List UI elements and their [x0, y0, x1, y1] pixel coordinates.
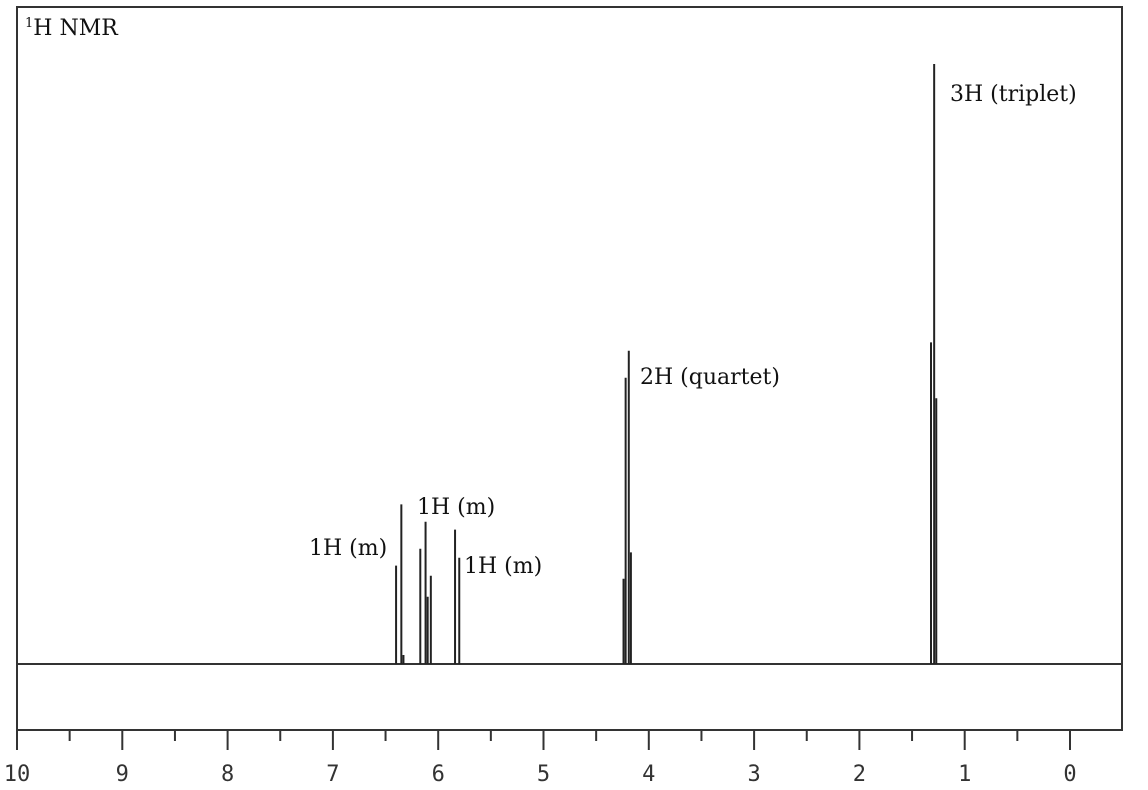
- x-tick-label: 7: [326, 762, 339, 787]
- spectrum-peaks: [395, 64, 938, 664]
- x-tick-label: 2: [853, 762, 866, 787]
- title-superscript: 1: [25, 16, 33, 31]
- x-tick-label: 0: [1063, 762, 1076, 787]
- annotation-triplet: 3H (triplet): [950, 82, 1077, 107]
- annotation-multiplet-3: 1H (m): [464, 554, 542, 579]
- annotation-multiplet-1: 1H (m): [309, 536, 387, 561]
- x-tick-label: 3: [747, 762, 760, 787]
- x-tick-label: 5: [537, 762, 550, 787]
- x-axis: 10 9 8 7 6 5 4 3 2 1 0: [4, 730, 1077, 787]
- chart-title: 1H NMR: [25, 16, 119, 41]
- x-tick-label: 1: [958, 762, 971, 787]
- plot-frame: [16, 6, 1123, 731]
- x-tick-label: 9: [116, 762, 129, 787]
- x-tick-label: 8: [221, 762, 234, 787]
- x-tick-label: 6: [432, 762, 445, 787]
- x-tick-label: 4: [642, 762, 655, 787]
- title-main: H NMR: [33, 16, 119, 41]
- annotation-multiplet-2: 1H (m): [417, 495, 495, 520]
- x-tick-label: 10: [4, 762, 31, 787]
- annotation-quartet: 2H (quartet): [640, 365, 780, 390]
